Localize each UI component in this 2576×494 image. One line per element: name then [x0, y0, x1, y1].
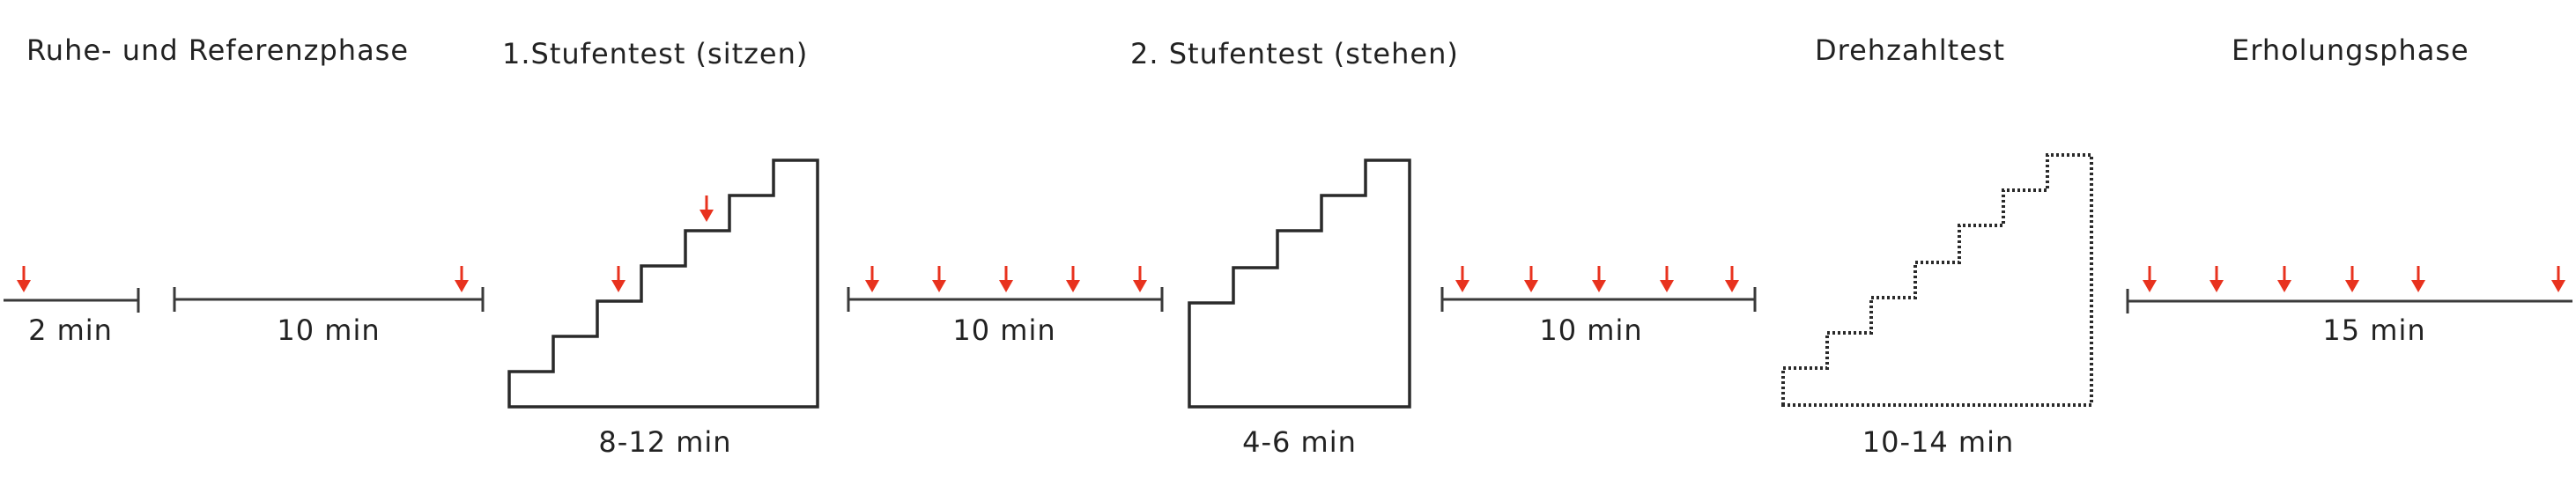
- timeline-segment-10min-b: [847, 287, 1164, 312]
- duration-label-step-test-sitting: 8-12 min: [598, 425, 731, 459]
- stairs-step-test-standing: [1188, 159, 1411, 409]
- arrow-down-icon: [2551, 266, 2565, 292]
- arrow-down-icon: [2210, 266, 2224, 292]
- arrow-down-icon: [2143, 266, 2157, 292]
- arrow-down-icon: [1133, 266, 1147, 292]
- arrow-down-icon: [932, 266, 946, 292]
- duration-label-2min: 2 min: [28, 313, 113, 347]
- duration-label-10min-a: 10 min: [277, 313, 380, 347]
- phase-title-rpm-test: Drehzahltest: [1815, 33, 2005, 67]
- arrow-down-icon: [1725, 266, 1739, 292]
- arrow-down-icon: [1660, 266, 1674, 292]
- arrow-down-icon: [1066, 266, 1080, 292]
- arrow-down-icon: [611, 266, 625, 292]
- arrow-down-icon: [1592, 266, 1606, 292]
- arrow-down-icon: [999, 266, 1013, 292]
- stairs-step-test-sitting: [507, 159, 819, 409]
- timeline-segment-10min-c: [1440, 287, 1757, 312]
- arrow-down-icon: [1524, 266, 1538, 292]
- arrow-down-icon: [700, 195, 714, 222]
- measurement-arrows: [17, 195, 2565, 292]
- duration-label-15min: 15 min: [2322, 313, 2425, 347]
- timeline-segment-2min: [4, 288, 140, 313]
- stairs-rpm-test: [1781, 153, 2093, 407]
- arrow-down-icon: [1455, 266, 1469, 292]
- arrow-down-icon: [2411, 266, 2425, 292]
- timeline-segment-15min: [2126, 289, 2572, 313]
- arrow-down-icon: [2345, 266, 2359, 292]
- arrow-down-icon: [2277, 266, 2291, 292]
- phase-title-step-test-standing: 2. Stufentest (stehen): [1130, 37, 1459, 70]
- duration-label-step-test-standing: 4-6 min: [1242, 425, 1357, 459]
- timeline-segment-10min-a: [173, 287, 485, 312]
- phase-title-step-test-sitting: 1.Stufentest (sitzen): [502, 37, 808, 70]
- duration-label-rpm-test: 10-14 min: [1862, 425, 2015, 459]
- phase-title-recovery: Erholungsphase: [2232, 33, 2469, 67]
- arrow-down-icon: [17, 266, 31, 292]
- arrow-down-icon: [455, 266, 469, 292]
- phase-title-rest: Ruhe- und Referenzphase: [26, 33, 409, 67]
- duration-label-10min-b: 10 min: [952, 313, 1055, 347]
- duration-label-10min-c: 10 min: [1539, 313, 1642, 347]
- arrow-down-icon: [865, 266, 879, 292]
